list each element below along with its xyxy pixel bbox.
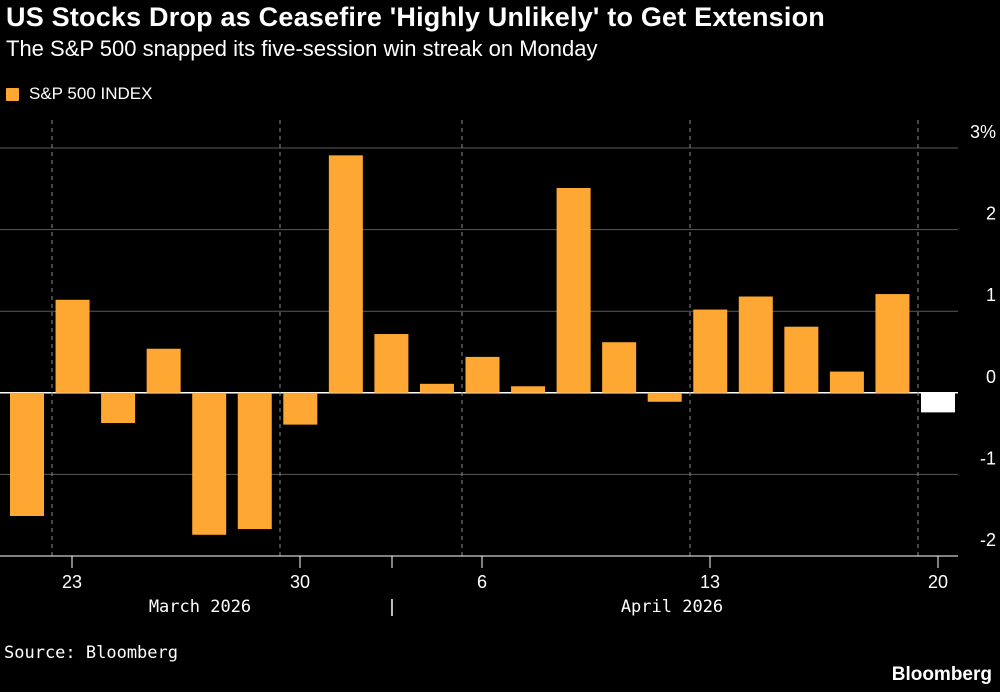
legend-label: S&P 500 INDEX xyxy=(29,84,153,103)
y-tick-label: -1 xyxy=(980,448,996,468)
bar xyxy=(10,392,44,517)
chart-title: US Stocks Drop as Ceasefire 'Highly Unli… xyxy=(6,2,825,32)
bar xyxy=(146,348,181,393)
bar xyxy=(784,326,819,393)
bar xyxy=(465,356,500,393)
bar xyxy=(328,155,363,393)
y-tick-label: 2 xyxy=(986,204,996,224)
bar xyxy=(602,342,637,393)
bar xyxy=(192,392,227,535)
bar xyxy=(738,296,773,393)
y-tick-label: 0 xyxy=(986,367,996,387)
bar xyxy=(829,371,864,393)
x-tick-label: 23 xyxy=(62,572,82,592)
month-label: March 2026 xyxy=(149,597,251,617)
bar xyxy=(511,386,546,393)
y-tick-label: 1 xyxy=(986,285,996,305)
bar xyxy=(101,392,136,423)
bar xyxy=(693,309,728,393)
x-tick-label: 30 xyxy=(290,572,310,592)
chart-subtitle: The S&P 500 snapped its five-session win… xyxy=(6,36,598,61)
bar xyxy=(556,187,591,393)
month-divider: | xyxy=(387,597,397,617)
bar xyxy=(921,392,955,413)
y-tick-label: -2 xyxy=(980,530,996,550)
x-tick-label: 6 xyxy=(477,572,487,592)
bar xyxy=(647,392,682,402)
bloomberg-logo: Bloomberg xyxy=(891,664,992,685)
legend: S&P 500 INDEX xyxy=(6,84,152,104)
y-tick-label: 3% xyxy=(970,122,996,142)
x-tick-label: 20 xyxy=(928,572,948,592)
bar xyxy=(374,334,409,393)
month-label: April 2026 xyxy=(621,597,723,617)
x-tick-label: 13 xyxy=(700,572,720,592)
bar xyxy=(55,299,90,393)
bar xyxy=(237,392,272,530)
bar xyxy=(283,392,318,425)
bar xyxy=(875,294,910,393)
source-note: Source: Bloomberg xyxy=(4,643,178,663)
legend-swatch xyxy=(6,87,19,101)
bar xyxy=(419,383,454,393)
